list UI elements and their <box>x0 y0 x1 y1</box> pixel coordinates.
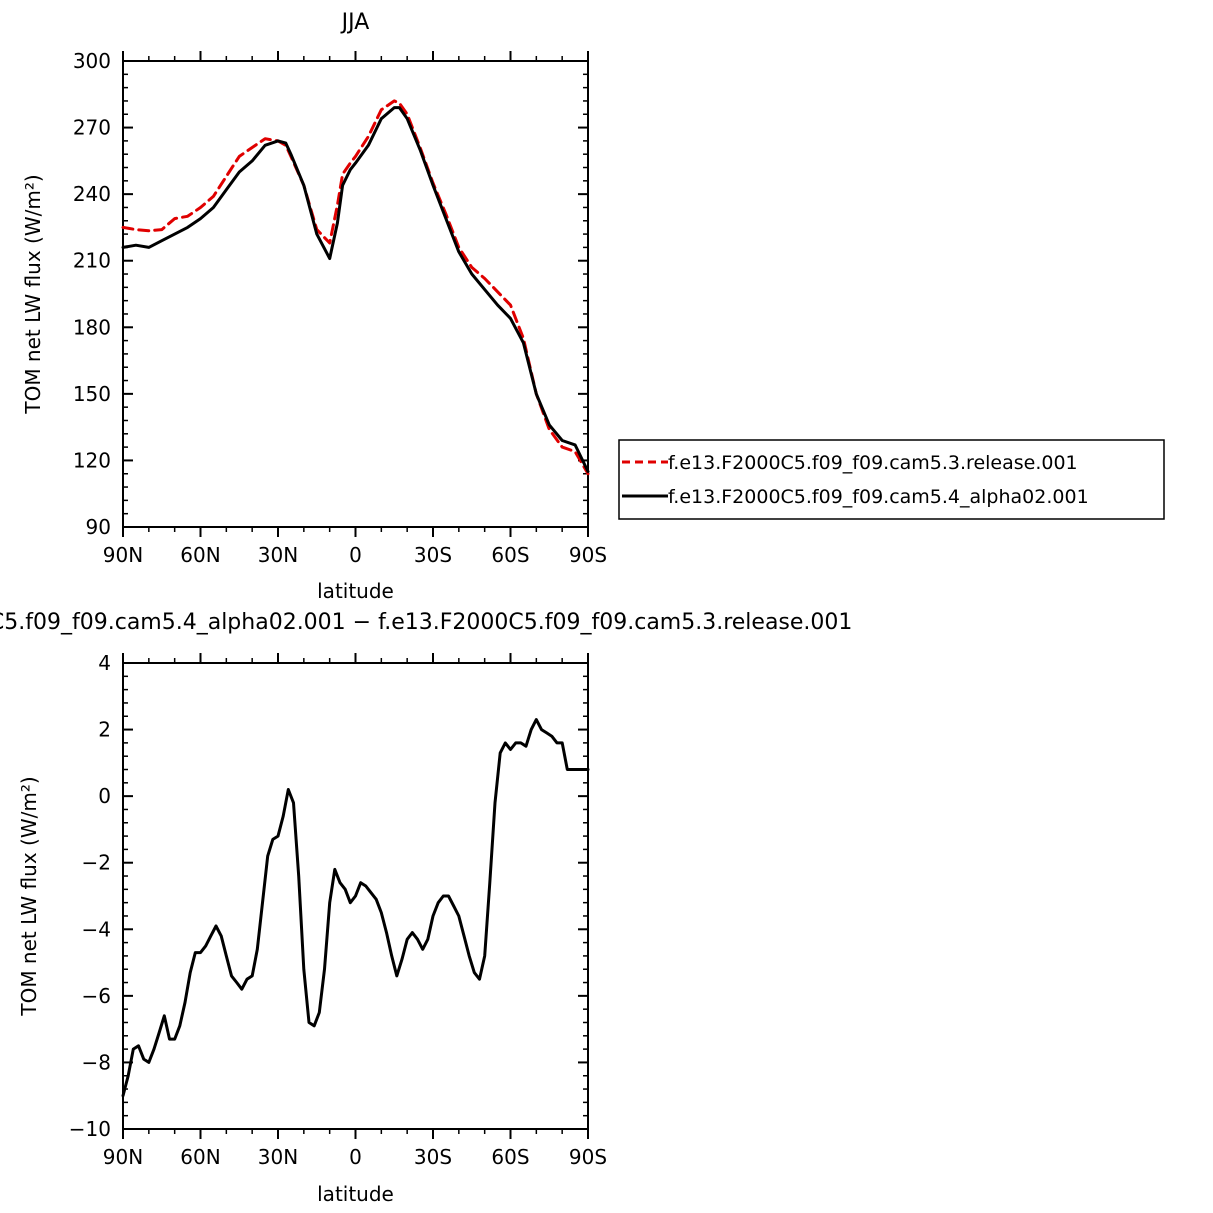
y-tick-label: −4 <box>82 917 111 941</box>
x-tick-label: 0 <box>349 1145 362 1169</box>
y-axis-label: TOM net LW flux (W/m²) <box>17 776 41 1016</box>
y-axis-label: TOM net LW flux (W/m²) <box>21 174 45 414</box>
y-tick-label: 2 <box>98 718 111 742</box>
legend: f.e13.F2000C5.f09_f09.cam5.3.release.001… <box>618 439 1165 520</box>
chart-title: JJA <box>340 10 370 35</box>
x-tick-label: 60N <box>180 543 220 567</box>
y-tick-label: 120 <box>73 448 111 472</box>
plot-frame <box>122 60 589 528</box>
chart-panel-1: 90 120 150 180 210 240 270 300 90N 60N 30N 0 30S 60S 9… <box>21 10 1165 603</box>
x-axis-label: latitude <box>317 579 394 603</box>
y-tick-label: 270 <box>73 116 111 140</box>
y-tick-label: 240 <box>73 182 111 206</box>
x-tick-label: 30S <box>414 543 452 567</box>
x-tick-label: 90N <box>103 1145 143 1169</box>
y-tick-label: 300 <box>73 49 111 73</box>
y-tick-label: 90 <box>86 515 111 539</box>
x-tick-label: 60S <box>491 543 529 567</box>
chart-panel-2: −10 −8 −6 −4 −2 0 2 4 90N 60N 30N 0 30S 60S 90S f.e13.F… <box>0 610 852 1206</box>
x-tick-label: 60S <box>491 1145 529 1169</box>
chart-title: f.e13.F2000C5.f09_f09.cam5.4_alpha02.001… <box>0 610 852 635</box>
x-tick-label: 90S <box>569 543 607 567</box>
series-line-1 <box>121 718 590 1098</box>
y-tick-label: 0 <box>98 784 111 808</box>
y-tick-label: −8 <box>82 1050 111 1074</box>
x-tick-label: 60N <box>180 1145 220 1169</box>
x-axis-label: latitude <box>317 1182 394 1206</box>
legend-label: f.e13.F2000C5.f09_f09.cam5.4_alpha02.001 <box>668 486 1089 508</box>
x-tick-label: 90S <box>569 1145 607 1169</box>
x-tick-label: 30N <box>258 1145 298 1169</box>
x-tick-label: 90N <box>103 543 143 567</box>
y-tick-label: 180 <box>73 315 111 339</box>
x-tick-label: 30N <box>258 543 298 567</box>
y-tick-label: 4 <box>98 651 111 675</box>
y-tick-label: 150 <box>73 382 111 406</box>
legend-label: f.e13.F2000C5.f09_f09.cam5.3.release.001 <box>668 452 1078 474</box>
x-tick-label: 30S <box>414 1145 452 1169</box>
series-line-2 <box>121 106 590 473</box>
y-tick-label: −10 <box>69 1117 111 1141</box>
legend-box <box>618 439 1165 520</box>
y-tick-label: −2 <box>82 851 111 875</box>
y-tick-label: −6 <box>82 984 111 1008</box>
series-line-1 <box>121 99 590 476</box>
x-tick-label: 0 <box>349 543 362 567</box>
y-tick-label: 210 <box>73 249 111 273</box>
